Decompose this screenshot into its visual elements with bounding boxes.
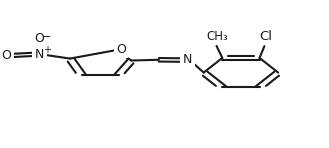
Text: −: −	[42, 32, 51, 42]
Text: O: O	[34, 32, 44, 45]
Text: N: N	[183, 53, 192, 66]
Text: O: O	[116, 43, 126, 56]
Text: CH₃: CH₃	[206, 30, 228, 43]
Text: O: O	[1, 49, 11, 62]
Text: +: +	[43, 45, 51, 55]
Text: Cl: Cl	[260, 30, 272, 43]
Text: N: N	[35, 48, 44, 61]
